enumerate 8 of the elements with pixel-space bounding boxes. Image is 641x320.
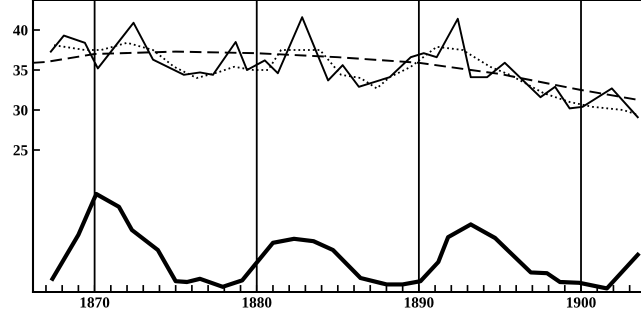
x-tick-label: 1900	[566, 297, 596, 308]
y-tick-label: 25	[14, 145, 28, 156]
y-tick-label: 40	[13, 25, 28, 36]
x-tick-label: 1880	[242, 297, 272, 308]
x-tick-label: 1870	[80, 297, 110, 308]
x-tick-label: 1890	[404, 297, 434, 308]
y-tick-label: 30	[13, 105, 28, 116]
y-tick-label: 35	[13, 65, 28, 76]
